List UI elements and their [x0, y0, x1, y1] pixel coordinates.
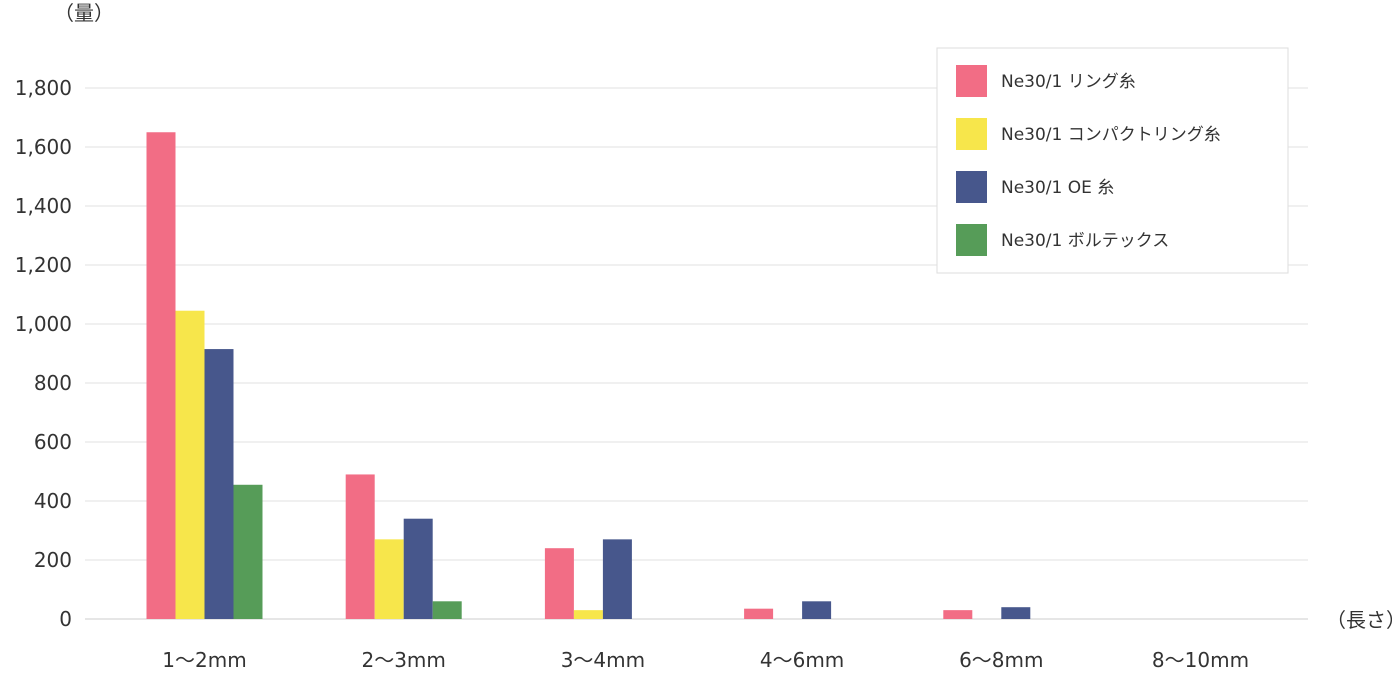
- x-tick-label: 2～3mm: [361, 648, 445, 672]
- y-tick-label: 1,400: [15, 194, 72, 218]
- legend-swatch: [956, 118, 987, 150]
- x-axis-ticks: 1～2mm 2～3mm 3～4mm 4～6mm 6～8mm 8～10mm: [162, 648, 1249, 672]
- legend-entry-label: Ne30/1 ボルテックス: [1001, 231, 1169, 251]
- bar: [374, 539, 404, 619]
- y-tick-label: 1,600: [15, 135, 72, 159]
- x-tick-label: 6～8mm: [959, 648, 1043, 672]
- x-tick-label: 3～4mm: [561, 648, 645, 672]
- bar: [432, 601, 462, 619]
- legend-swatch: [956, 171, 987, 203]
- x-tick-label: 1～2mm: [162, 648, 246, 672]
- legend-swatch: [956, 65, 987, 97]
- x-tick-label: 8～10mm: [1152, 648, 1249, 672]
- bars: [146, 132, 1031, 619]
- legend-entry-label: Ne30/1 コンパクトリング糸: [1001, 125, 1221, 145]
- bar: [602, 539, 632, 619]
- x-tick-label: 4～6mm: [760, 648, 844, 672]
- bar: [544, 548, 574, 619]
- bar: [146, 132, 176, 619]
- bar: [204, 349, 234, 619]
- bar: [573, 610, 603, 619]
- bar: [802, 601, 832, 619]
- x-axis-label: （長さ）: [1326, 608, 1392, 632]
- y-tick-label: 1,800: [15, 76, 72, 100]
- y-tick-label: 1,200: [15, 253, 72, 277]
- bar: [943, 610, 973, 619]
- bar: [345, 474, 375, 619]
- y-tick-label: 800: [34, 371, 72, 395]
- y-tick-label: 0: [59, 607, 72, 631]
- y-tick-label: 200: [34, 548, 72, 572]
- y-tick-label: 600: [34, 430, 72, 454]
- y-tick-label: 1,000: [15, 312, 72, 336]
- bar: [744, 608, 774, 619]
- y-axis-ticks: 0 200 400 600 800 1,000 1,200 1,400 1,600 1,800: [15, 76, 72, 631]
- y-tick-label: 400: [34, 489, 72, 513]
- legend-box: [936, 47, 1289, 274]
- bar: [233, 484, 263, 619]
- legend-swatch: [956, 224, 987, 256]
- bar: [175, 310, 205, 619]
- bar: [1001, 607, 1031, 619]
- bar: [403, 518, 433, 619]
- legend-entry-label: Ne30/1 OE 糸: [1001, 178, 1114, 198]
- y-axis-label: （量）: [54, 1, 114, 25]
- legend-entry-label: Ne30/1 リング糸: [1001, 72, 1136, 92]
- legend: Ne30/1 リング糸 Ne30/1 コンパクトリング糸 Ne30/1 OE 糸 Ne…: [936, 47, 1289, 274]
